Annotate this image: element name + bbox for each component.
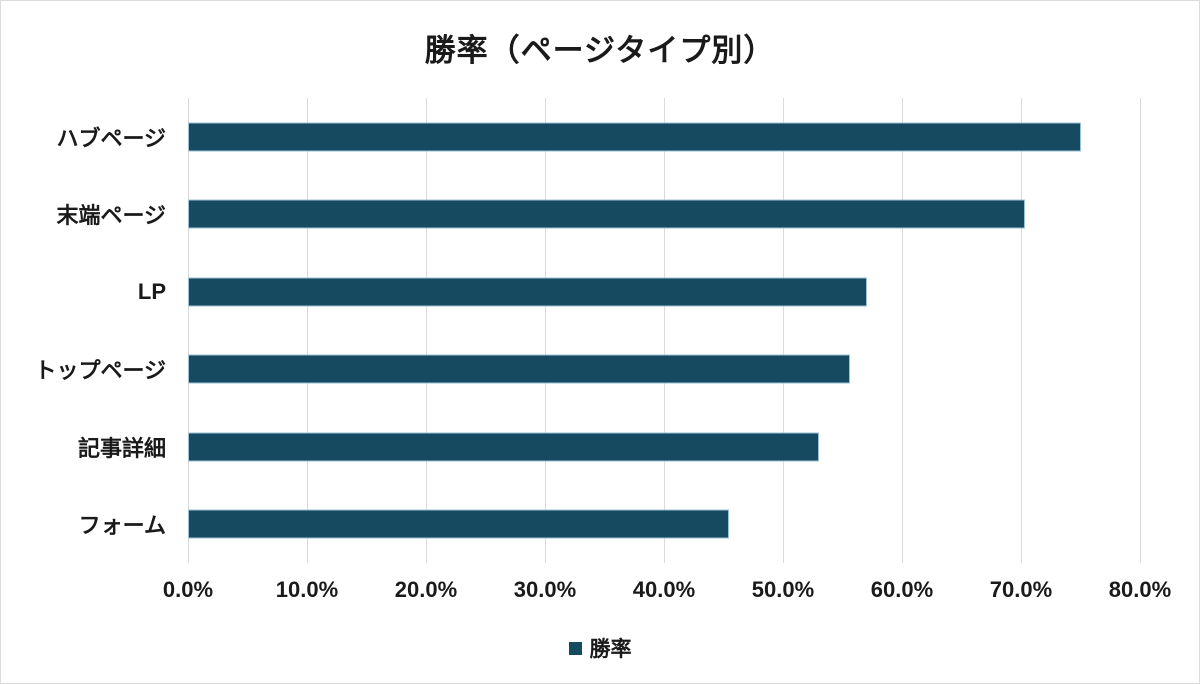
- category-label: 末端ページ: [56, 203, 166, 229]
- bar: [188, 354, 850, 384]
- x-axis-tick-label: 80.0%: [1108, 577, 1172, 602]
- bar: [188, 122, 1081, 152]
- plot-area: [187, 98, 1141, 563]
- legend-label: 勝率: [589, 638, 632, 661]
- category-label: ハブページ: [56, 125, 166, 151]
- x-axis-tick-label: 30.0%: [513, 577, 577, 602]
- gridline: [901, 98, 903, 563]
- gridline: [1139, 98, 1141, 563]
- gridline: [187, 98, 189, 563]
- category-label: トップページ: [34, 358, 166, 384]
- legend-swatch-icon: [568, 641, 582, 655]
- x-axis-tick-label: 20.0%: [394, 577, 458, 602]
- x-axis-tick-label: 40.0%: [632, 577, 696, 602]
- gridline: [1020, 98, 1022, 563]
- bar: [188, 432, 819, 462]
- x-axis-tick-label: 70.0%: [989, 577, 1053, 602]
- category-label: LP: [137, 278, 166, 304]
- chart-title: 勝率（ページタイプ別）: [424, 33, 776, 68]
- gridline: [663, 98, 665, 563]
- x-axis-tick-label: 0.0%: [162, 577, 214, 602]
- x-axis-tick-label: 10.0%: [275, 577, 339, 602]
- x-axis-tick-label: 60.0%: [870, 577, 934, 602]
- bar: [188, 277, 868, 307]
- bar: [188, 199, 1025, 229]
- bar: [188, 509, 730, 539]
- category-label: 記事詳細: [77, 435, 166, 461]
- gridline: [425, 98, 427, 563]
- x-axis-tick-label: 50.0%: [751, 577, 815, 602]
- x-axis-labels: 0.0% 10.0% 20.0% 30.0% 40.0% 50.0% 60.0% 70.0% 8…: [163, 577, 1171, 607]
- category-label: フォーム: [78, 513, 166, 539]
- gridline: [306, 98, 308, 563]
- gridline: [782, 98, 784, 563]
- gridline: [544, 98, 546, 563]
- legend: 勝率: [1, 633, 1199, 663]
- y-axis-labels: ハブページ末端ページ LP トップページ記事詳細フォーム: [1, 98, 166, 563]
